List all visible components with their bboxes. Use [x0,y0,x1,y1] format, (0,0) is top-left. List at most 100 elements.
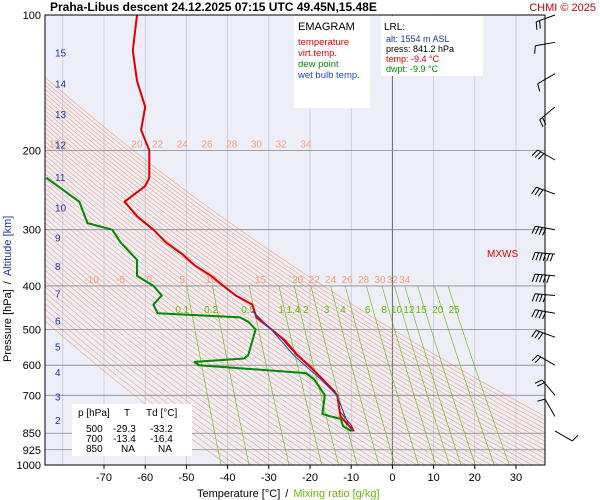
wind-barb-flag [534,331,540,339]
wind-barb-flag [531,252,536,261]
y-tick-label: 300 [23,225,41,237]
mixing-ratio-label: 15 [416,305,428,316]
wind-barb [537,73,556,92]
wind-barb-flag [535,252,540,261]
series-line-wet-bulb-temp [251,310,354,432]
dry-adiabat-label: -10 [84,275,99,286]
wind-barb [531,329,556,340]
x-tick-label: 10 [427,472,439,484]
x-tick-label: -30 [261,472,277,484]
table-cell: NA [158,444,172,455]
wind-barb-flag [535,226,540,235]
altitude-tick-label: 8 [55,262,61,273]
mixing-ratio-label: 1 [278,305,284,316]
x-tick-label: -10 [343,472,359,484]
wind-barb-flag [538,310,543,319]
plot-frame [44,14,546,466]
dry-adiabat-line [45,93,545,434]
wind-barb-flag [541,117,547,125]
y-tick-label: 500 [23,325,41,337]
table-cell: 850 [86,444,103,455]
wind-barb-flag [531,226,536,234]
x-tick-label: -50 [178,472,194,484]
mixing-ratio-label: 2 [303,305,309,316]
copyright-link[interactable]: CHMI © 2025 [529,2,596,14]
table-header-temp: T [124,408,130,419]
chart-title: Praha-Libus descent 24.12.2025 07:15 UTC… [50,0,377,14]
mixing-ratio-label: 3 [324,305,330,316]
wind-barb-flag [537,83,541,92]
dry-adiabat-label: 32 [276,139,288,150]
wind-barb-flag [531,330,537,338]
altitude-tick-label: 10 [55,204,67,215]
wind-barb-flag [546,253,550,262]
wind-barb-flag [539,294,543,303]
wind-barb [531,225,556,236]
series-line-temperature [123,15,355,432]
mixing-ratio-label: 0.5 [241,305,255,316]
wind-barb [531,273,556,284]
wind-barb-flag [539,274,543,283]
y-axis-label-separator: / [2,280,14,284]
wind-barb-flag [537,189,544,197]
dry-adiabat-label: -5 [116,275,125,286]
table-cell: -29.3 [113,424,136,435]
wind-barb-flag [542,227,547,236]
wind-barb [534,41,556,54]
wind-barb-flag [549,253,554,262]
x-axis-label-mixing-ratio: Mixing ratio [g/kg] [293,488,379,500]
wind-barb-staff [535,41,556,47]
wind-barb-staff [537,73,556,85]
x-tick-label: 0 [389,472,395,484]
mixing-ratio-label: 1.4 [287,305,301,316]
dry-adiabat-label: 34 [399,275,411,286]
y-tick-label: 700 [23,390,41,402]
wind-barb-flag [542,253,547,262]
wind-barb-staff [544,398,556,417]
wind-barb-flag [542,311,547,320]
dry-adiabat-label: 24 [177,139,189,150]
x-tick-label: 20 [469,472,481,484]
altitude-tick-label: 15 [55,48,67,59]
y-tick-label: 400 [23,281,41,293]
legend-wet-bulb: wet bulb temp. [297,70,360,81]
dry-adiabat-label: 32 [387,275,399,286]
mixing-ratio-label: 6 [365,305,371,316]
legend-box: EMAGRAM temperature virt.temp. dew point… [294,16,370,108]
y-tick-label: 200 [23,145,41,157]
wind-barb-flag [531,273,536,282]
wind-barb-flag [571,434,579,442]
table-cell: NA [121,444,135,455]
dry-adiabat-label: 26 [201,139,213,150]
x-tick-label: 30 [510,472,522,484]
y-axis-label-altitude: Altitude [km] [2,216,14,277]
wind-barb-flag [534,151,542,158]
table-header-pressure: p [hPa] [78,408,110,419]
legend-virt-temp: virt.temp. [298,48,337,59]
altitude-tick-label: 5 [55,343,61,354]
wind-barb [531,293,556,303]
table-cell: 500 [86,424,103,435]
wind-barb-flag [531,186,537,195]
dry-adiabat-label: 15 [49,139,61,150]
wind-barb-flag [535,274,540,283]
wind-barb [531,186,556,197]
wind-barb-flag [531,149,539,157]
wind-barb [539,106,556,128]
mixing-ratio-label: 0.1 [175,305,189,316]
dry-adiabat-label: 22 [152,139,164,150]
wind-barb [534,379,556,396]
dry-adiabat-label: 30 [374,275,386,286]
x-axis-label-separator: / [285,488,289,500]
mixing-ratio-label: 8 [381,305,387,316]
altitude-tick-label: 12 [55,141,67,152]
wind-barb-flag [535,21,538,30]
y-tick-label: 600 [23,360,41,372]
y-tick-label: 850 [23,428,41,440]
x-axis-label-temperature: Temperature [°C] [197,488,280,500]
mixing-ratio-label: 10 [391,305,403,316]
level-table: p [hPa] T Td [°C] 500 -29.3 -33.2 700 -1… [72,404,192,456]
mixing-ratio-label: 4 [340,305,346,316]
wind-barb-flag [535,310,540,318]
lrl-dewpoint: dwpt: -9.9 °C [386,64,439,74]
